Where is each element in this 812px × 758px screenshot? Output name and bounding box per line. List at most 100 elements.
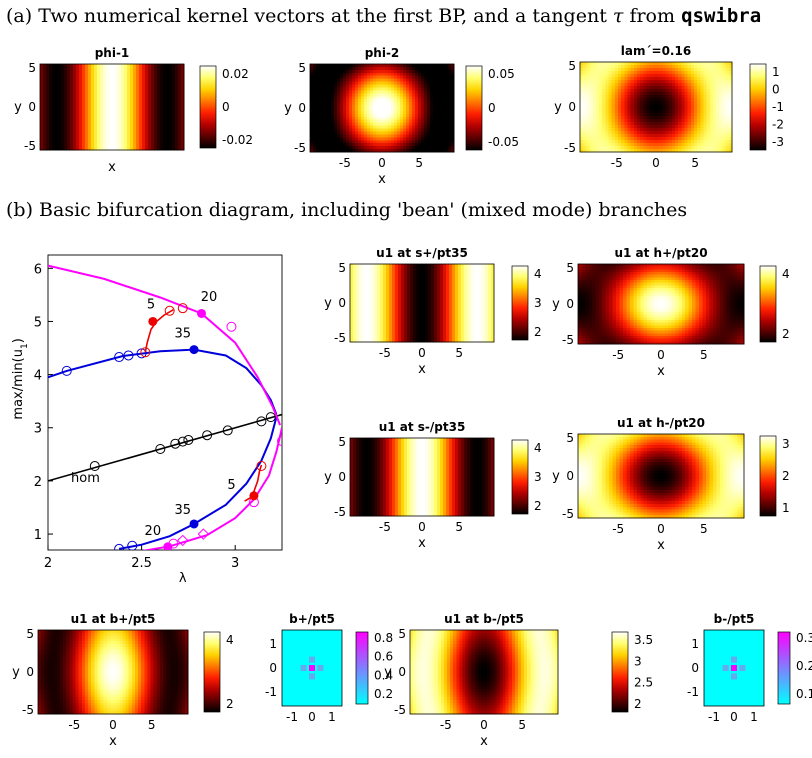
x-axis-label: x (418, 362, 426, 377)
colorbar-tick-label: 2 (534, 325, 542, 339)
grid-colorbar (777, 631, 791, 705)
colorbar-tick-label: 3 (634, 654, 642, 668)
heatmap-title: u1 at h-/pt20 (617, 416, 705, 430)
colorbar-tick-label: -2 (772, 118, 784, 132)
colorbar-tick-label: -0.02 (222, 133, 253, 147)
y-tick-label: 0 (338, 296, 346, 310)
heatmap-cells (580, 62, 733, 153)
series-point (148, 316, 158, 326)
y-axis-label: y (552, 297, 560, 312)
series-marker (222, 425, 233, 436)
heatmap-title: phi-1 (95, 46, 130, 60)
series-marker (265, 412, 276, 423)
heatmap-title: phi-2 (365, 46, 400, 60)
colorbar-tick-label: 3 (534, 470, 542, 484)
y-tick-label: 5 (26, 627, 34, 641)
series-marker (136, 348, 147, 359)
series-marker (177, 436, 188, 447)
colorbar-tick-label: 3 (534, 296, 542, 310)
heatmap-frame (577, 263, 745, 345)
series-marker (164, 305, 175, 316)
grid-x-tick-label: 0 (308, 710, 316, 724)
series-marker (127, 540, 138, 550)
y-tick-label: -5 (334, 505, 346, 519)
heatmap-cells (578, 264, 745, 345)
heatmap-s_plus: u1 at s+/pt35 5 0 -5 y -5 0 5 x 4 3 2 (324, 246, 541, 377)
series-point (197, 308, 207, 318)
x-axis-label: x (378, 172, 386, 187)
x-tick-label: 3 (231, 556, 239, 571)
colorbar-tick-label: 2.5 (634, 676, 653, 690)
series-h- (142, 427, 282, 550)
grid-x-tick-label: 1 (750, 710, 758, 724)
series-marker (123, 350, 134, 361)
series-point (189, 345, 199, 355)
grid-colorbar-tick-label: 0.2 (374, 687, 393, 701)
heatmap-frame (349, 263, 495, 343)
x-axis-label: λ (179, 571, 187, 586)
heatmap-title: u1 at s+/pt35 (376, 246, 468, 260)
y-tick-label: 5 (566, 261, 574, 275)
series-marker (183, 434, 194, 445)
colorbar-tick-label: 3.5 (634, 633, 653, 647)
x-axis-label: x (657, 538, 665, 553)
series-diamond (197, 528, 210, 540)
grid-colorbar-tick-label: 0.3 (796, 631, 812, 645)
y-axis-label: y (552, 469, 560, 484)
heatmap-b_minus: u1 at b-/pt5 5 0 -5 y -5 0 5 x 3.5 3 2.5 2 (384, 612, 653, 749)
caption-b: (b) Basic bifurcation diagram, including… (6, 199, 687, 221)
grid-y-tick-label: -1 (265, 685, 277, 699)
grid-title: b+/pt5 (289, 612, 335, 626)
series-marker (256, 416, 267, 427)
colorbar-tick-label: 2 (782, 327, 790, 341)
series-marker (202, 430, 213, 441)
heatmap-panels: phi-1 5 0 -5 y x 0.02 0 -0.02 phi-2 5 0 -5 y -5 0 5 x 0.05… (12, 44, 812, 749)
grid-cell (309, 673, 315, 680)
y-tick-label: 3 (34, 422, 42, 437)
series-point (189, 519, 199, 529)
y-tick-label: -5 (564, 141, 576, 155)
y-tick-label: 2 (34, 475, 42, 490)
colorbar (749, 63, 767, 151)
x-axis-label: x (657, 364, 665, 379)
colorbar-tick-label: 0.02 (222, 67, 249, 81)
x-tick-label: 2.5 (131, 556, 152, 571)
series-marker (114, 543, 125, 550)
colorbar-tick-label: 2 (534, 499, 542, 513)
series-marker (226, 321, 237, 332)
series-marker (114, 352, 125, 363)
y-tick-label: 5 (34, 315, 42, 330)
y-tick-label: 5 (398, 627, 406, 641)
grid-colorbar-tick-label: 0.4 (374, 668, 393, 682)
y-tick-label: 5 (298, 61, 306, 75)
heatmap-b_plus: u1 at b+/pt5 5 0 -5 y -5 0 5 x 4 2 (12, 612, 233, 749)
series-hom (48, 412, 282, 482)
series-marker (256, 461, 267, 472)
y-tick-label: 0 (566, 469, 574, 483)
y-tick-label: -5 (394, 703, 406, 717)
colorbar-tick-label: 2 (226, 697, 234, 711)
x-tick-label: 5 (455, 520, 463, 534)
y-tick-label: 5 (338, 435, 346, 449)
series-diamond (177, 534, 189, 547)
y-tick-label: 0 (26, 665, 34, 679)
heatmap-frame (577, 433, 745, 519)
grid-cell (731, 673, 737, 680)
heatmap-h_plus: u1 at h+/pt20 5 0 -5 y -5 0 5 x 4 2 (552, 246, 789, 379)
series-marker (277, 436, 282, 447)
annotation-label: hom (71, 471, 100, 486)
heatmap-cells (350, 264, 495, 343)
x-axis-label: x (480, 734, 488, 749)
grid-cell (722, 665, 729, 671)
heatmap-frame (309, 63, 455, 153)
x-tick-label: 0 (418, 346, 426, 360)
heatmap-phi1: phi-1 5 0 -5 y x 0.02 0 -0.02 (14, 46, 253, 175)
heatmap-title: u1 at b+/pt5 (71, 612, 156, 626)
grid-cell (309, 656, 315, 663)
x-axis-label: x (418, 536, 426, 551)
x-tick-label: 5 (148, 718, 156, 732)
series-point (249, 491, 259, 501)
